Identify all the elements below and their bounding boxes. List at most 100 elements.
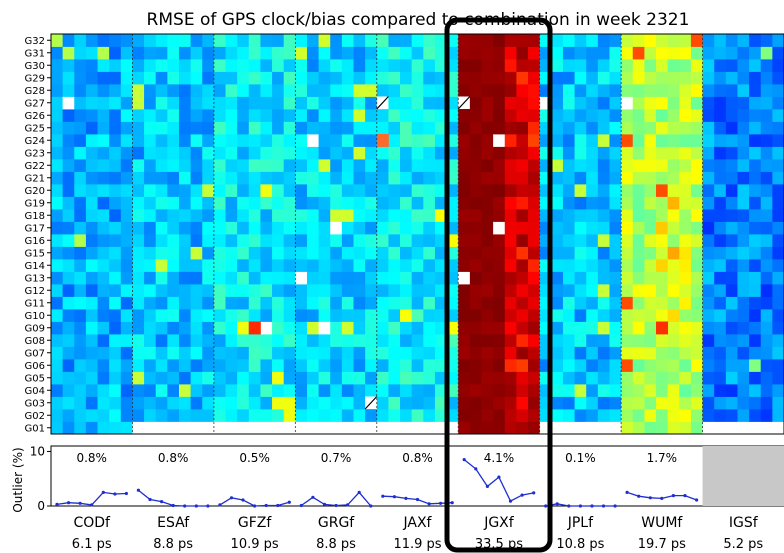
heatmap-cell [725, 146, 738, 160]
heatmap-cell [760, 46, 773, 60]
heatmap-cell [330, 196, 343, 210]
heatmap-cell [330, 109, 343, 122]
heatmap-cell [85, 34, 98, 47]
heatmap-cell [155, 184, 168, 197]
heatmap-cell [528, 421, 541, 435]
heatmap-cell [644, 221, 657, 235]
heatmap-cell [690, 271, 703, 285]
heatmap-cell [283, 371, 296, 385]
heatmap-cell [178, 171, 192, 185]
heatmap-cell [493, 246, 506, 260]
heatmap-cell [644, 121, 657, 135]
heatmap-cell [702, 34, 715, 47]
heatmap-cell [51, 221, 64, 235]
heatmap-cell [400, 196, 413, 210]
heatmap-cell [51, 234, 64, 247]
heatmap-cell [562, 146, 575, 160]
heatmap-cell [155, 96, 168, 110]
heatmap-cell [272, 71, 285, 85]
heatmap-cell [306, 46, 319, 60]
heatmap-cell [341, 121, 354, 135]
heatmap-cell [504, 34, 517, 47]
heatmap-cell [74, 284, 87, 297]
heatmap-cell [504, 196, 517, 210]
heatmap-cell [144, 409, 157, 422]
heatmap-cell [504, 146, 517, 160]
heatmap-cell [272, 334, 285, 347]
heatmap-cell [260, 409, 273, 422]
heatmap-cell [365, 71, 378, 85]
heatmap-cell [190, 296, 203, 310]
heatmap-cell [400, 209, 413, 222]
heatmap-cell [469, 96, 482, 110]
heatmap-cell [74, 134, 87, 147]
heatmap-cell [295, 271, 308, 285]
heatmap-cell [574, 246, 587, 260]
outlier-percent-label: 0.8% [402, 451, 433, 465]
heatmap-cell [690, 296, 703, 310]
heatmap-cell [283, 421, 296, 435]
heatmap-cell [749, 284, 762, 297]
heatmap-cell [341, 34, 354, 47]
heatmap-cell [597, 221, 610, 235]
heatmap-cell [260, 134, 273, 147]
heatmap-cell [306, 84, 319, 97]
heatmap-cell-mark [376, 96, 389, 110]
heatmap-cell [85, 384, 98, 397]
heatmap-cell [144, 384, 157, 397]
heatmap-cell [237, 409, 250, 422]
heatmap-cell [574, 171, 587, 185]
heatmap-cell [388, 421, 401, 435]
heatmap-cell [318, 259, 331, 272]
heatmap-cell [632, 71, 645, 85]
heatmap-cell [411, 96, 424, 110]
heatmap-cell [202, 321, 215, 335]
heatmap-cell [504, 421, 517, 435]
heatmap-cell [190, 359, 203, 372]
heatmap-cell [434, 271, 447, 285]
heatmap-cell [167, 396, 180, 410]
heatmap-cell [574, 134, 587, 147]
heatmap-cell [190, 84, 203, 97]
heatmap-cell [51, 346, 64, 360]
heatmap-cell [178, 121, 192, 135]
heatmap-cell [248, 221, 261, 235]
heatmap-cell [621, 409, 634, 422]
outlier-point [381, 494, 385, 498]
heatmap-cell [62, 296, 75, 310]
heatmap-cell [504, 346, 517, 360]
heatmap-cell [690, 121, 703, 135]
heatmap-cell [213, 409, 226, 422]
outlier-point [415, 497, 420, 502]
heatmap-cell [446, 421, 459, 435]
heatmap-cell [306, 371, 319, 385]
heatmap-cell [690, 334, 703, 347]
heatmap-cell [341, 334, 354, 347]
heatmap-cell [714, 171, 727, 185]
heatmap-cell [120, 209, 133, 222]
heatmap-cell [109, 309, 122, 322]
heatmap-cell [609, 409, 622, 422]
heatmap-cell [167, 221, 180, 235]
heatmap-cell [504, 209, 517, 222]
heatmap-cell [632, 221, 645, 235]
heatmap-cell [51, 134, 64, 147]
heatmap-cell [353, 34, 366, 47]
heatmap-cell [272, 146, 285, 160]
ytick-label: G02 [25, 411, 45, 422]
heatmap-cell [597, 409, 610, 422]
heatmap-cell [737, 296, 750, 310]
heatmap-cell [144, 184, 157, 197]
heatmap-cell [85, 96, 98, 110]
heatmap-cell [586, 171, 599, 185]
heatmap-cell [237, 334, 250, 347]
heatmap-cell [551, 121, 564, 135]
heatmap-cell [62, 309, 75, 322]
heatmap-cell [667, 171, 680, 185]
heatmap-cell [51, 284, 64, 297]
heatmap-cell [97, 246, 110, 260]
heatmap-cell [62, 184, 75, 197]
outlier-point [299, 503, 303, 508]
heatmap-cell [551, 359, 564, 372]
heatmap-cell [469, 246, 482, 260]
